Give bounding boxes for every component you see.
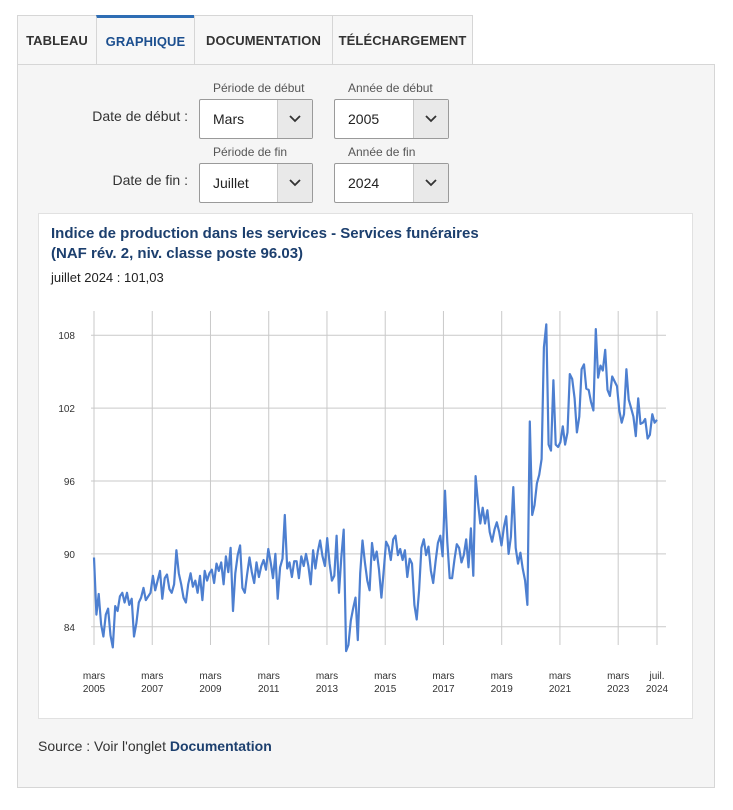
x-tick-month: mars xyxy=(316,671,338,682)
x-tick-year: 2023 xyxy=(607,684,630,695)
tab-tableau[interactable]: TABLEAU xyxy=(17,15,97,65)
x-tick-year: 2009 xyxy=(199,684,222,695)
chart-title-line2: (NAF rév. 2, niv. classe poste 96.03) xyxy=(51,245,304,262)
start-year-select[interactable]: 2005 xyxy=(334,99,449,139)
start-period-value: Mars xyxy=(213,111,245,127)
chevron-down-icon xyxy=(413,164,448,202)
x-tick-year: 2013 xyxy=(316,684,339,695)
x-tick-month: mars xyxy=(199,671,221,682)
x-tick-month: juil. xyxy=(648,671,664,682)
chevron-down-icon xyxy=(277,100,312,138)
x-tick-month: mars xyxy=(549,671,571,682)
x-tick-year: 2019 xyxy=(491,684,514,695)
source-note: Source : Voir l'onglet Documentation xyxy=(38,738,272,754)
x-tick-year: 2015 xyxy=(374,684,397,695)
x-tick-year: 2011 xyxy=(258,684,280,695)
x-tick-month: mars xyxy=(83,671,105,682)
chevron-down-icon xyxy=(413,100,448,138)
chevron-down-icon xyxy=(277,164,312,202)
x-tick-month: mars xyxy=(432,671,454,682)
documentation-link[interactable]: Documentation xyxy=(169,738,272,754)
start-year-caption: Année de début xyxy=(348,81,433,95)
x-tick-year: 2005 xyxy=(83,684,106,695)
x-tick-month: mars xyxy=(491,671,513,682)
graph-panel: Date de début : Période de début Année d… xyxy=(17,64,715,788)
start-period-select[interactable]: Mars xyxy=(199,99,313,139)
source-prefix: Source : Voir l'onglet xyxy=(38,738,170,754)
start-year-value: 2005 xyxy=(348,111,380,127)
chart-container: Indice de production dans les services -… xyxy=(38,213,693,719)
start-period-caption: Période de début xyxy=(213,81,305,95)
x-tick-year: 2017 xyxy=(432,684,455,695)
series-line xyxy=(92,323,658,653)
x-tick-month: mars xyxy=(374,671,396,682)
end-period-caption: Période de fin xyxy=(213,145,288,159)
end-year-value: 2024 xyxy=(348,175,380,191)
end-year-select[interactable]: 2024 xyxy=(334,163,449,203)
end-period-value: Juillet xyxy=(213,175,249,191)
tab-bar: TABLEAU GRAPHIQUE DOCUMENTATION TÉLÉCHAR… xyxy=(17,15,473,65)
y-tick-label: 96 xyxy=(64,477,76,488)
y-tick-label: 108 xyxy=(58,331,75,342)
x-tick-year: 2024 xyxy=(646,684,669,695)
start-date-label: Date de début : xyxy=(92,108,188,124)
y-tick-label: 84 xyxy=(64,623,76,634)
end-year-caption: Année de fin xyxy=(348,145,416,159)
y-tick-label: 90 xyxy=(64,550,76,561)
chart-title-line1: Indice de production dans les services -… xyxy=(51,225,479,242)
x-tick-year: 2021 xyxy=(549,684,572,695)
end-period-select[interactable]: Juillet xyxy=(199,163,313,203)
x-tick-month: mars xyxy=(141,671,163,682)
tab-documentation[interactable]: DOCUMENTATION xyxy=(194,15,333,65)
tab-graphique[interactable]: GRAPHIQUE xyxy=(96,15,195,65)
chart-last-value: juillet 2024 : 101,03 xyxy=(51,270,164,285)
x-tick-year: 2007 xyxy=(141,684,164,695)
line-chart: 84 90 96 102 108 mars 2005 mars 2007 mars 2009 mars… xyxy=(58,311,669,695)
tab-telechargement[interactable]: TÉLÉCHARGEMENT xyxy=(332,15,473,65)
y-tick-label: 102 xyxy=(58,404,75,415)
end-date-label: Date de fin : xyxy=(112,172,189,188)
chart-title: Indice de production dans les services -… xyxy=(51,224,479,264)
x-tick-month: mars xyxy=(607,671,629,682)
x-tick-month: mars xyxy=(258,671,280,682)
